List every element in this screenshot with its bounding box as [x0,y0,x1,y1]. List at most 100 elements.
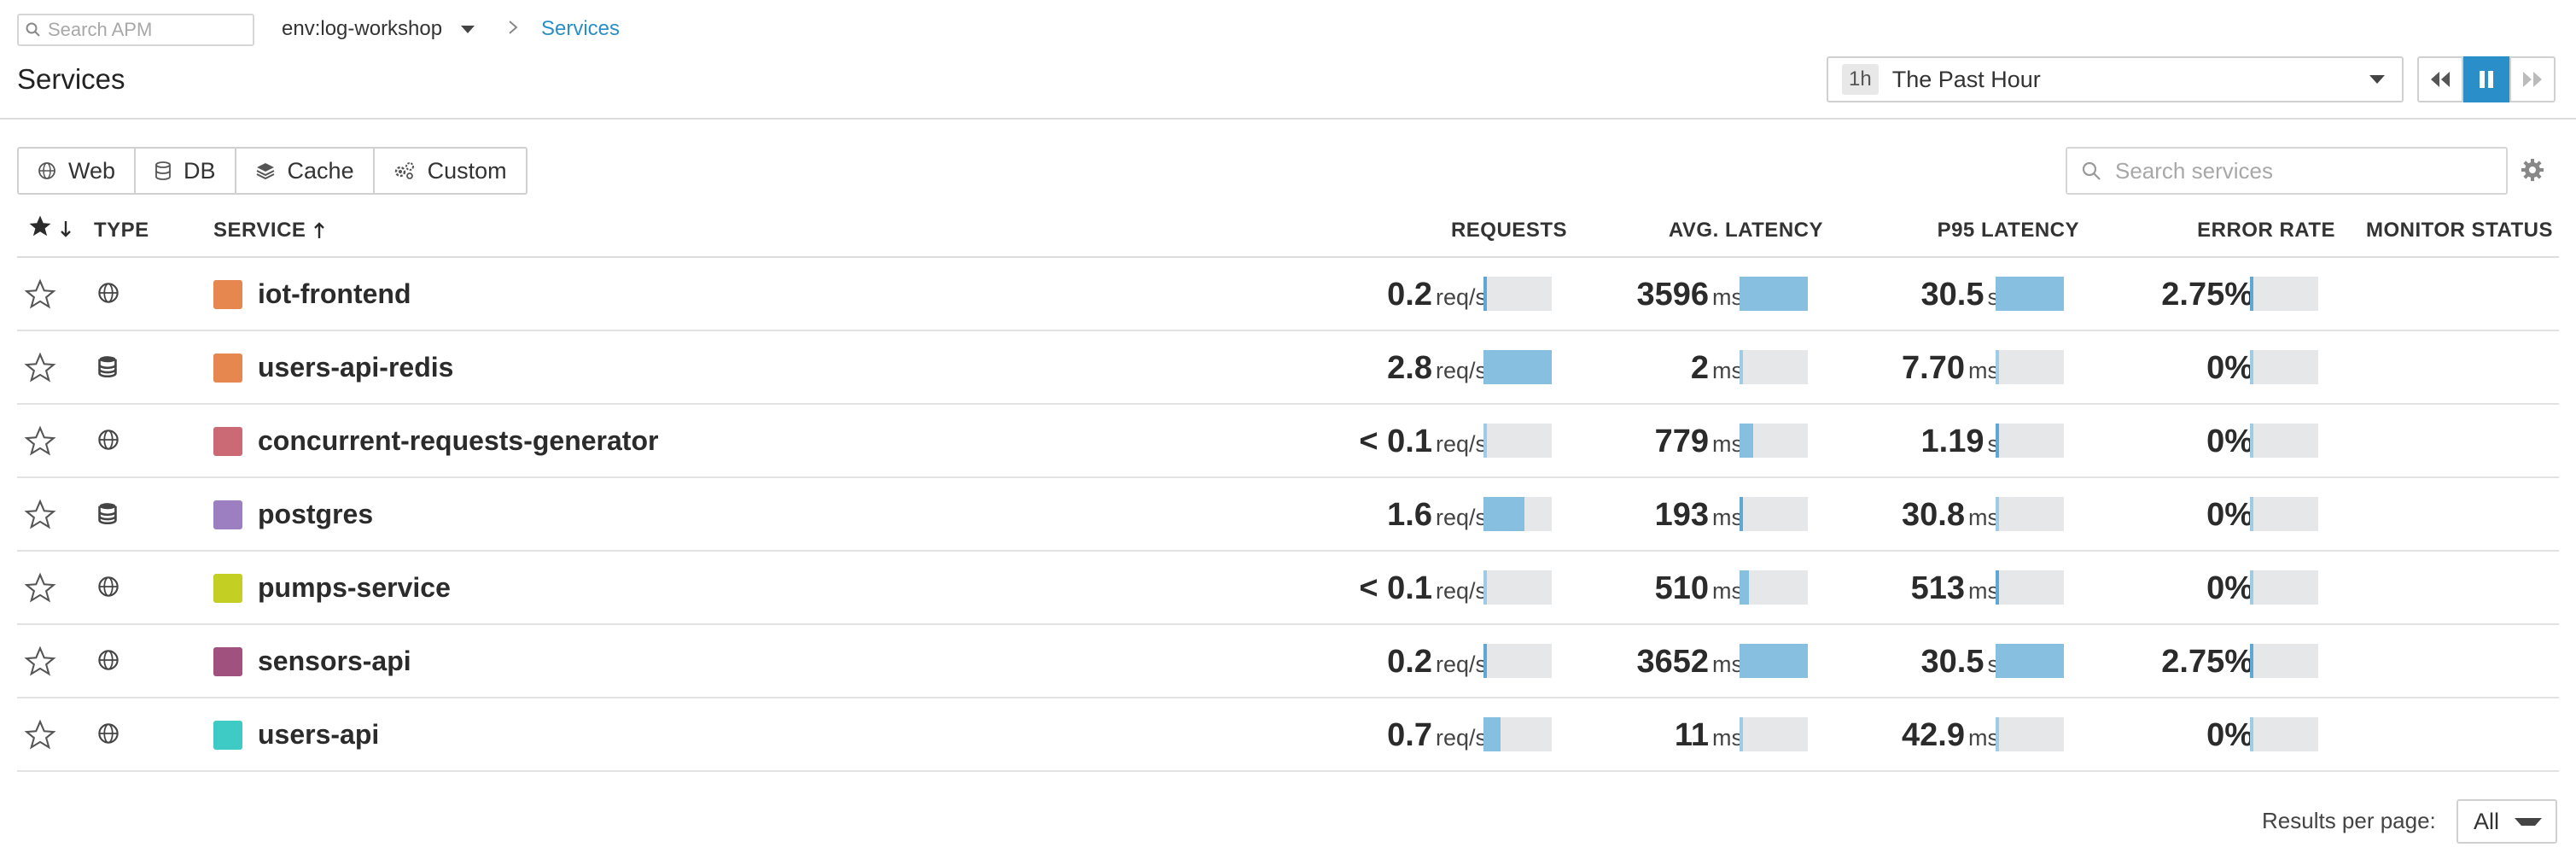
service-search-input[interactable] [2113,156,2492,185]
service-color-swatch [213,574,242,603]
table-row[interactable]: concurrent-requests-generator < 0.1 req/s… [17,405,2559,478]
p95-latency-metric: 30.8 ms [1902,497,1999,534]
avg-latency-metric-value: 779 [1654,424,1709,459]
service-name-link[interactable]: sensors-api [258,646,411,676]
column-service[interactable]: SERVICE [213,219,326,243]
globe-icon [97,576,119,602]
table-row[interactable]: iot-frontend 0.2 req/s 3596 ms 30.5 s 2.75% [17,258,2559,331]
p95-latency-metric-unit: ms [1968,358,1999,383]
service-search-box[interactable] [2066,147,2508,195]
star-icon[interactable] [24,646,56,682]
p95-latency-metric-value: 1.19 [1920,424,1984,459]
p95-latency-metric-value: 30.8 [1902,497,1965,533]
table-row[interactable]: pumps-service < 0.1 req/s 510 ms 513 ms 0% [17,552,2559,625]
p95-latency-metric: 30.5 s [1921,277,1999,313]
p95-latency-metric: 513 ms [1911,570,1999,607]
service-name-link[interactable]: pumps-service [258,572,451,603]
column-p95-latency[interactable]: P95 LATENCY [1937,219,2079,242]
service-name-link[interactable]: users-api-redis [258,352,454,383]
error-rate-metric: 0% [2206,717,2253,754]
filter-db-button[interactable]: DB [136,149,236,193]
search-apm-input[interactable] [46,18,246,42]
column-monitor-status[interactable]: MONITOR STATUS [2366,219,2553,242]
favorite-sort-header[interactable] [27,213,73,245]
p95-latency-metric-value: 7.70 [1902,350,1965,386]
service-name-link[interactable]: concurrent-requests-generator [258,425,659,456]
arrow-up-icon [314,222,325,238]
avg-latency-bar [1740,277,1808,311]
star-icon[interactable] [24,572,56,609]
requests-bar [1483,644,1552,678]
service-name-link[interactable]: users-api [258,719,380,750]
filter-custom-button[interactable]: Custom [375,149,526,193]
time-range-picker[interactable]: 1h The Past Hour [1827,56,2404,102]
row-divider [17,403,2559,405]
p95-latency-bar [1996,497,2064,531]
filter-web-button[interactable]: Web [19,149,137,193]
requests-metric: 0.2 req/s [1387,644,1487,681]
error-rate-bar [2250,277,2318,311]
results-per-page-select[interactable]: All [2457,799,2557,844]
star-icon[interactable] [24,499,56,535]
error-rate-value: 0% [2206,350,2253,386]
p95-latency-metric-value: 42.9 [1902,717,1965,753]
requests-metric-unit: req/s [1435,358,1487,383]
star-icon[interactable] [24,352,56,389]
p95-latency-metric-value: 30.5 [1920,644,1984,680]
requests-metric-value: 0.7 [1387,717,1432,753]
avg-latency-bar [1740,424,1808,458]
database-icon [97,355,118,382]
filter-cache-label: Cache [287,157,354,184]
time-range-label: The Past Hour [1891,66,2041,92]
fast-forward-button[interactable] [2509,56,2556,102]
avg-latency-metric: 3652 ms [1636,644,1743,681]
error-rate-metric: 2.75% [2161,277,2253,313]
p95-latency-metric-unit: ms [1968,578,1999,604]
avg-latency-metric: 3596 ms [1636,277,1743,313]
p95-latency-metric-unit: ms [1968,505,1999,530]
star-icon[interactable] [24,719,56,756]
requests-metric: 0.2 req/s [1387,277,1487,313]
error-rate-bar [2250,717,2318,751]
p95-latency-metric: 30.5 s [1921,644,1999,681]
requests-metric: < 0.1 req/s [1359,424,1487,460]
column-service-label: SERVICE [213,219,306,242]
env-selector[interactable]: env:log-workshop [282,17,475,41]
table-row[interactable]: users-api-redis 2.8 req/s 2 ms 7.70 ms 0% [17,331,2559,405]
avg-latency-metric-unit: ms [1712,725,1743,751]
table-row[interactable]: postgres 1.6 req/s 193 ms 30.8 ms 0% [17,478,2559,552]
table-header-divider [17,256,2559,258]
column-type[interactable]: TYPE [94,219,149,242]
requests-bar [1483,277,1552,311]
column-avg-latency[interactable]: AVG. LATENCY [1668,219,1823,242]
service-name-link[interactable]: iot-frontend [258,278,411,309]
table-row[interactable]: sensors-api 0.2 req/s 3652 ms 30.5 s 2.75% [17,625,2559,698]
pause-button[interactable] [2463,56,2509,102]
service-color-swatch [213,280,242,309]
search-icon [2082,161,2101,180]
service-name-link[interactable]: postgres [258,499,374,529]
rewind-icon [2431,72,2450,87]
star-icon[interactable] [24,425,56,462]
database-icon [155,161,171,180]
search-apm-box[interactable] [17,14,254,46]
row-divider [17,330,2559,331]
table-row[interactable]: users-api 0.7 req/s 11 ms 42.9 ms 0% [17,698,2559,772]
star-icon[interactable] [24,278,56,315]
p95-latency-bar [1996,717,2064,751]
rewind-button[interactable] [2417,56,2463,102]
p95-latency-bar [1996,570,2064,605]
chevron-right-icon [509,20,518,34]
requests-metric: 2.8 req/s [1387,350,1487,387]
filter-cache-button[interactable]: Cache [236,149,375,193]
breadcrumb-services[interactable]: Services [541,17,621,40]
gear-icon[interactable] [2520,157,2545,183]
avg-latency-metric-unit: ms [1712,358,1743,383]
results-per-page-value: All [2474,808,2500,834]
requests-metric-value: 2.8 [1387,350,1432,386]
column-error-rate[interactable]: ERROR RATE [2197,219,2335,242]
p95-latency-bar [1996,350,2064,384]
error-rate-bar [2250,497,2318,531]
error-rate-metric: 0% [2206,424,2253,460]
column-requests[interactable]: REQUESTS [1450,219,1567,242]
